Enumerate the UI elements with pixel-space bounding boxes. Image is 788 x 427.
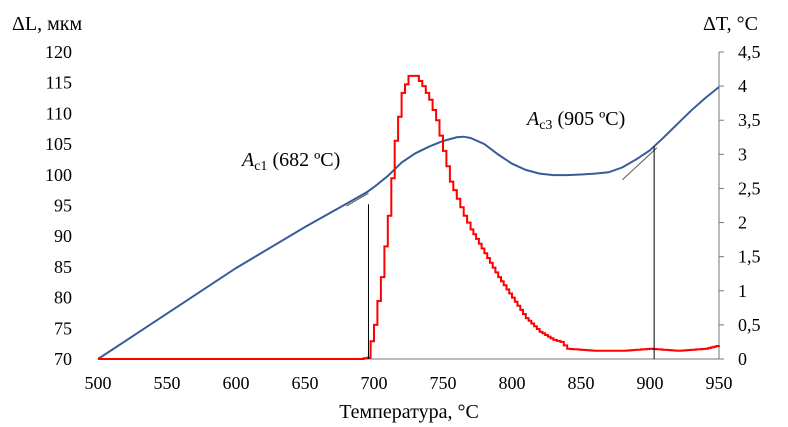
x-tick-label: 950	[706, 373, 733, 393]
y-right-tick-label: 2	[738, 213, 747, 233]
axes	[98, 52, 720, 360]
ac3-tangent-line	[622, 147, 658, 181]
x-tick-label: 900	[637, 373, 664, 393]
x-axis-title: Температура, °C	[339, 401, 479, 423]
y-right-tick-label: 4,5	[738, 42, 761, 62]
ac3-annotation: Ac3 (905 ºC)	[525, 108, 625, 133]
ac3-annotation-subscript: c3	[539, 118, 552, 133]
y-left-tick-label: 70	[54, 349, 72, 369]
y-left-tick-label: 85	[54, 257, 72, 277]
y-left-tick-label: 105	[45, 134, 72, 154]
y-right-tick-label: 3	[738, 144, 747, 164]
y-left-tick-label: 120	[45, 42, 72, 62]
y-right-tick-label: 4	[738, 76, 747, 96]
y-left-axis-title: ΔL, мкм	[12, 13, 82, 35]
ac3-annotation-value: (905 ºC)	[552, 108, 625, 130]
y-right-tick-label: 1,5	[738, 247, 761, 267]
x-tick-label: 650	[292, 373, 319, 393]
y-left-tick-label: 110	[46, 103, 72, 123]
y-right-tick-label: 2,5	[738, 178, 761, 198]
y-left-tick-label: 75	[54, 318, 72, 338]
y-left-tick-label: 100	[45, 165, 72, 185]
dilatometry-series-line	[97, 86, 720, 360]
ac3-annotation-letter: A	[525, 108, 540, 130]
y-left-tick-label: 80	[54, 288, 72, 308]
x-tick-label: 800	[499, 373, 526, 393]
x-tick-label: 750	[430, 373, 457, 393]
y-right-tick-label: 3,5	[738, 110, 761, 130]
ac1-annotation-value: (682 ºC)	[267, 149, 340, 171]
y-right-tick-marks	[719, 51, 724, 360]
y-right-tick-label: 0	[738, 349, 747, 369]
y-left-tick-label: 115	[46, 73, 72, 93]
y-left-tick-label: 95	[54, 196, 72, 216]
x-tick-labels: 500 550 600 650 700 750 800 850 900 950	[85, 373, 733, 393]
y-right-tick-labels: 0 0,5 1 1,5 2 2,5 3 3,5 4 4,5	[738, 42, 761, 369]
y-left-tick-labels: 70 75 80 85 90 95 100 105 110 115 120	[45, 42, 72, 369]
x-tick-label: 550	[154, 373, 181, 393]
dta-series-line	[98, 74, 720, 360]
x-tick-label: 850	[568, 373, 595, 393]
y-left-tick-label: 90	[54, 226, 72, 246]
x-tick-label: 500	[85, 373, 112, 393]
ac1-annotation: Ac1 (682 ºC)	[240, 149, 340, 174]
x-tick-label: 600	[223, 373, 250, 393]
y-right-axis-title: ΔT, °C	[703, 13, 758, 35]
y-right-tick-label: 1	[738, 281, 747, 301]
x-tick-label: 700	[361, 373, 388, 393]
ac1-annotation-subscript: c1	[254, 159, 267, 174]
ac1-annotation-letter: A	[240, 149, 255, 171]
ac1-tangent-line	[346, 192, 369, 207]
y-right-tick-label: 0,5	[738, 315, 761, 335]
